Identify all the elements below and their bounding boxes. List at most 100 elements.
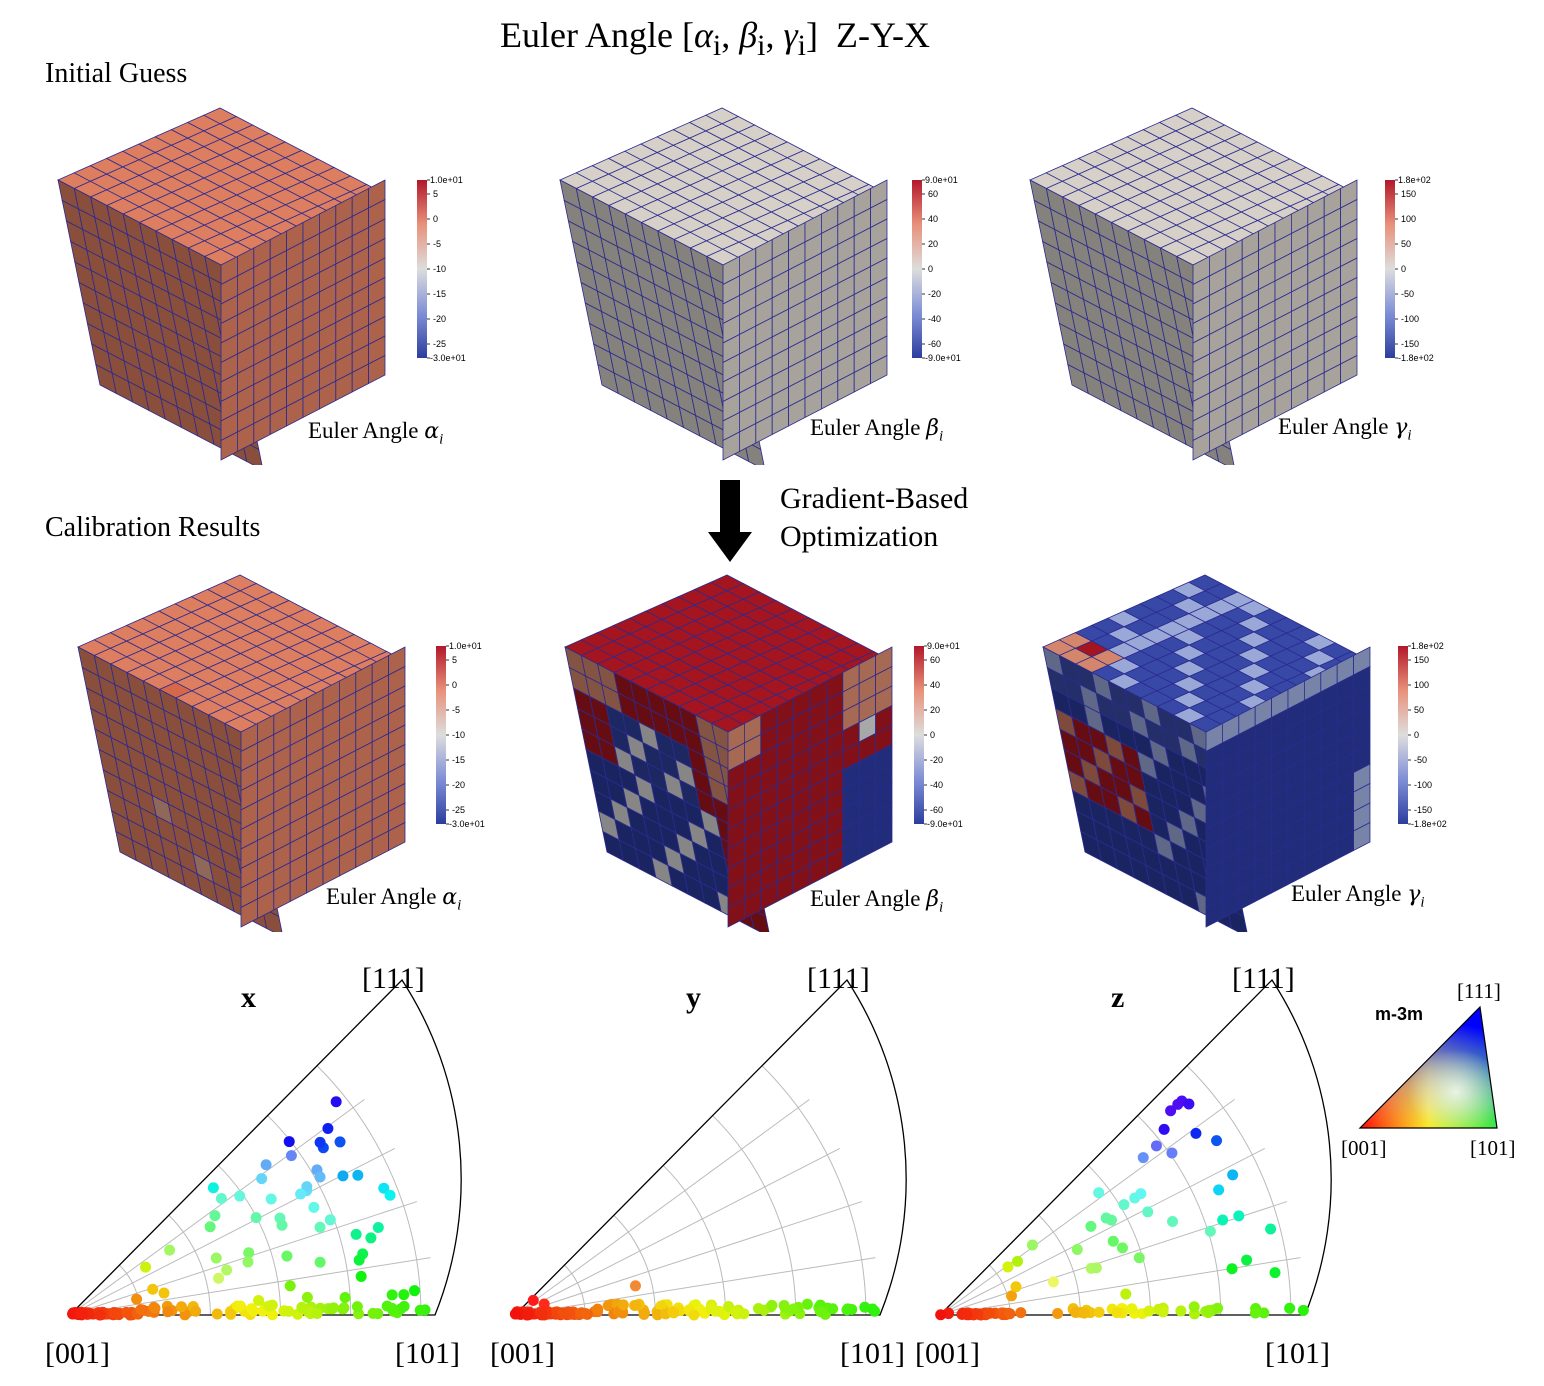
pole-figure-title: z	[1111, 981, 1124, 1014]
orientation-point	[1026, 1239, 1038, 1251]
orientation-point	[1015, 1307, 1027, 1319]
orientation-point	[210, 1252, 222, 1264]
colorbar-tick-label: -25	[452, 805, 465, 815]
colorbar-tick-label: 50	[1401, 239, 1411, 249]
orientation-point	[398, 1300, 410, 1312]
orientation-point	[408, 1285, 420, 1297]
orientation-point	[1190, 1127, 1202, 1139]
orientation-point	[314, 1221, 326, 1233]
orientation-point	[1183, 1098, 1195, 1110]
orientation-point	[324, 1214, 336, 1226]
colorbar-tick-label: -60	[928, 339, 941, 349]
pole-figure-title: y	[686, 981, 701, 1014]
label-101: [101]	[395, 1337, 460, 1370]
orientation-point	[328, 1302, 340, 1314]
orientation-point	[705, 1302, 717, 1314]
orientation-point	[147, 1283, 159, 1295]
cube-calibrated-alpha	[77, 574, 406, 932]
orientation-point	[509, 1308, 521, 1320]
orientation-point	[1167, 1216, 1179, 1228]
colorbar-tick-label: -15	[433, 289, 446, 299]
colorbar-max-label: 1.0e+01	[430, 175, 463, 185]
orientation-point	[1004, 1308, 1016, 1320]
label-001: [001]	[490, 1337, 555, 1370]
orientation-point	[266, 1299, 278, 1311]
orientation-point	[1165, 1105, 1177, 1117]
colorbar-max-label: 1.8e+02	[1398, 175, 1431, 185]
orientation-point	[815, 1306, 827, 1318]
orientation-point	[234, 1190, 246, 1202]
caption-calibrated-beta: Euler Angle βi	[810, 886, 944, 916]
colorbar-tick-label: -40	[930, 780, 943, 790]
orientation-point	[253, 1294, 265, 1306]
key-001-label: [001]	[1341, 1136, 1387, 1160]
colorbar-tick-label: 40	[928, 214, 938, 224]
colorbar-min-label: -1.8e+02	[1398, 353, 1434, 363]
colorbar-tick-label: 150	[1401, 189, 1416, 199]
orientation-point	[538, 1298, 550, 1310]
colorbar-alpha-initial: 1.0e+01 -3.0e+01 5 0 -5 -10 -15 -20 -25	[417, 175, 466, 363]
calibration-results-label: Calibration Results	[45, 512, 261, 543]
colorbar-tick-label: -40	[928, 314, 941, 324]
cube-initial-gamma	[1029, 107, 1358, 465]
orientation-point	[365, 1232, 377, 1244]
orientation-point	[523, 1309, 535, 1321]
orientation-point	[1093, 1187, 1105, 1199]
cube-cell	[388, 821, 406, 852]
orientation-point	[266, 1309, 278, 1321]
colorbar-min-label: -3.0e+01	[430, 353, 466, 363]
cube-cell	[1213, 440, 1235, 465]
orientation-point	[1204, 1225, 1216, 1237]
orientation-point	[1157, 1306, 1169, 1318]
cube-cell	[368, 354, 386, 385]
orientation-point	[330, 1096, 342, 1108]
colorbar-tick-label: 0	[433, 214, 438, 224]
colorbar-gamma-initial: 1.8e+02 -1.8e+02 150 100 50 0 -50 -100 -150	[1385, 175, 1434, 363]
orientation-point	[350, 1228, 362, 1240]
orientation-point	[1284, 1302, 1296, 1314]
colorbar-tick-label: -150	[1401, 339, 1419, 349]
colorbar-tick-label: -100	[1401, 314, 1419, 324]
colorbar-tick-label: 100	[1401, 214, 1416, 224]
colorbar-tick-label: 50	[1414, 705, 1424, 715]
figure-title: Euler Angle [αi, βi, γi] Z-Y-X	[500, 15, 930, 63]
orientation-point	[935, 1309, 947, 1321]
orientation-point	[1071, 1244, 1083, 1256]
colorbar-tick-label: 40	[930, 680, 940, 690]
orientation-point	[1135, 1188, 1147, 1200]
label-001: [001]	[915, 1337, 980, 1370]
orientation-point	[281, 1250, 293, 1262]
orientation-point	[213, 1272, 225, 1284]
colorbar-tick-label: 5	[452, 655, 457, 665]
colorbar-tick-label: -150	[1414, 805, 1432, 815]
orientation-point	[1070, 1306, 1082, 1318]
colorbar-tick-label: 0	[928, 264, 933, 274]
orientation-point	[1107, 1235, 1119, 1247]
orientation-point	[398, 1289, 410, 1301]
colorbar-min-label: -9.0e+01	[927, 819, 963, 829]
orientation-point	[1150, 1140, 1162, 1152]
orientation-point	[1249, 1307, 1261, 1319]
orientation-point	[1120, 1288, 1132, 1300]
label-111: [111]	[1232, 962, 1295, 995]
colorbar-tick-label: -20	[433, 314, 446, 324]
orientation-point	[353, 1254, 365, 1266]
orientation-point	[256, 1173, 268, 1185]
orientation-point	[1090, 1262, 1102, 1274]
colorbar-tick-label: 60	[928, 189, 938, 199]
orientation-point	[283, 1136, 295, 1148]
orientation-point	[339, 1291, 351, 1303]
orientation-point	[983, 1308, 995, 1320]
colorbar-max-label: 9.0e+01	[927, 641, 960, 651]
orientation-point	[351, 1301, 363, 1313]
label-111: [111]	[362, 962, 425, 995]
orientation-point	[1297, 1304, 1309, 1316]
orientation-point	[1006, 1290, 1018, 1302]
orientation-point	[1158, 1123, 1170, 1135]
orientation-point	[1078, 1307, 1090, 1319]
pole-figure-z: [111] [001] [101] z	[915, 962, 1332, 1370]
colorbar-tick-label: -20	[928, 289, 941, 299]
orientation-point	[225, 1308, 237, 1320]
colorbar-tick-label: -10	[452, 730, 465, 740]
colorbar-min-label: -1.8e+02	[1411, 819, 1447, 829]
